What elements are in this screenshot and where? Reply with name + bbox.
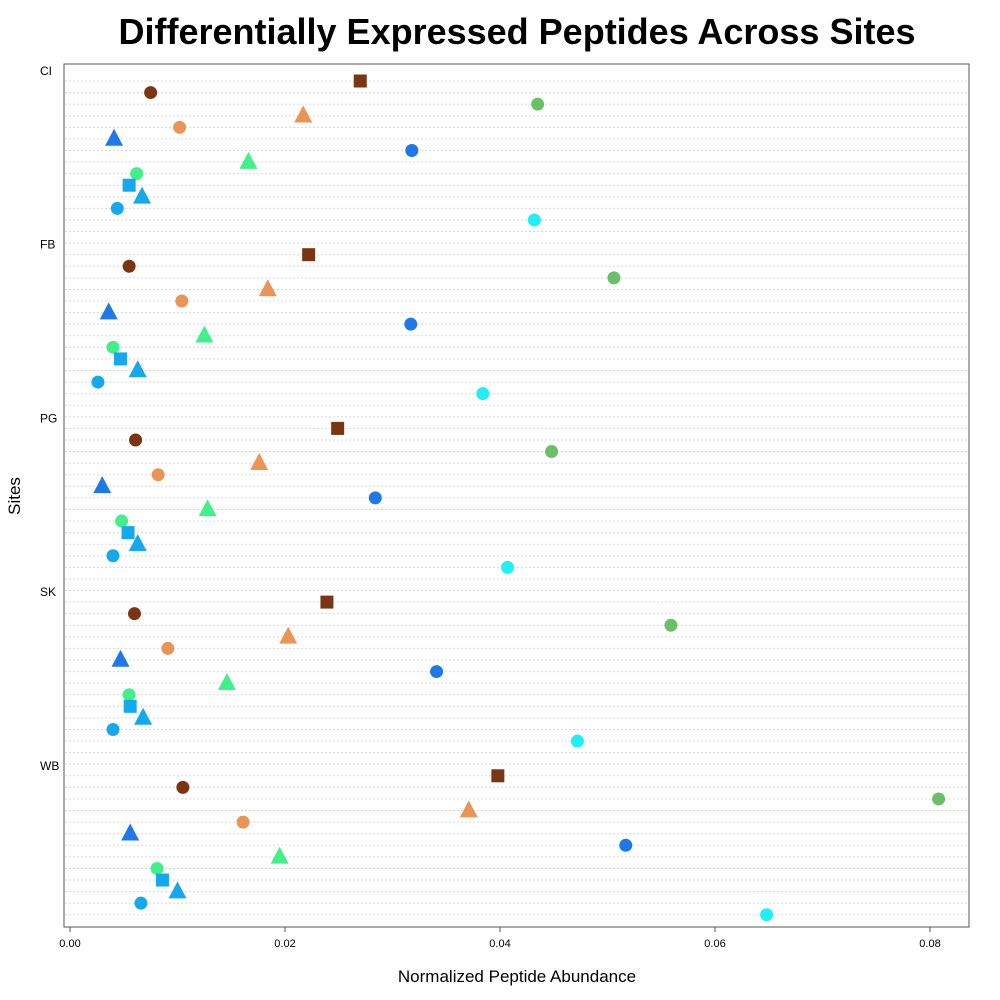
point-sk-9 [123,699,137,713]
site-labels: CI FB PG SK WB [40,64,59,773]
point-sk-2 [664,618,678,632]
point-pg-11 [106,549,120,563]
point-ci-2 [531,97,545,111]
point-fb-3 [258,279,277,297]
x-tick-label: 0.00 [59,938,80,950]
point-sk-7 [217,672,236,690]
x-tick-label: 0.08 [919,938,940,950]
point-ci-9 [122,178,136,192]
point-pg-5 [93,476,112,494]
grid-lines [65,80,968,916]
point-pg-0 [331,421,345,435]
point-ci-8 [130,167,144,181]
point-wb-0 [491,769,505,783]
point-pg-2 [545,445,559,459]
point-pg-6 [368,491,382,505]
point-sk-6 [430,665,444,679]
point-fb-7 [195,325,214,343]
point-wb-3 [459,800,478,818]
point-fb-10 [128,360,147,378]
point-fb-9 [114,352,128,366]
chart-title: Differentially Expressed Peptides Across… [119,11,916,52]
site-label-pg: PG [40,411,57,425]
point-pg-10 [128,534,147,551]
point-ci-0 [353,74,367,88]
point-sk-5 [111,649,130,667]
point-sk-8 [122,688,136,702]
point-sk-3 [279,626,298,644]
x-tick-label: 0.02 [274,938,295,950]
point-wb-6 [619,838,633,852]
point-ci-5 [105,128,124,146]
point-wb-5 [121,823,140,841]
point-sk-11 [106,722,120,736]
point-fb-8 [106,340,120,354]
point-fb-12 [476,387,490,401]
point-wb-7 [270,846,289,864]
point-sk-10 [134,707,153,725]
x-axis-ticks: 0.00 0.02 0.04 0.06 0.08 [59,927,941,950]
point-ci-12 [527,213,541,227]
point-wb-2 [932,792,946,806]
site-label-ci: CI [40,64,52,78]
point-wb-11 [134,896,148,910]
point-pg-8 [115,514,129,528]
point-pg-7 [198,499,217,517]
point-wb-9 [155,873,169,887]
x-tick-label: 0.06 [704,938,725,950]
point-sk-0 [320,595,334,609]
point-ci-4 [173,120,187,134]
point-pg-12 [501,560,515,574]
data-points [91,74,946,922]
site-label-wb: WB [40,759,59,773]
point-sk-12 [570,734,584,748]
point-pg-1 [129,433,143,447]
x-axis-label: Normalized Peptide Abundance [398,967,636,986]
point-fb-6 [404,317,418,331]
point-wb-8 [150,861,164,875]
point-wb-10 [168,881,187,899]
plot-frame [63,63,970,928]
x-tick-label: 0.04 [489,938,510,950]
point-ci-1 [144,86,158,100]
point-wb-12 [760,908,774,922]
point-wb-1 [176,780,190,794]
point-pg-3 [250,452,269,470]
point-fb-1 [122,259,136,273]
point-fb-11 [91,375,105,389]
point-wb-4 [236,815,250,829]
point-ci-11 [110,201,124,215]
point-fb-2 [607,271,621,285]
point-ci-7 [239,151,258,169]
point-pg-4 [151,468,165,482]
point-fb-5 [99,302,118,320]
point-pg-9 [121,526,135,540]
y-axis-label: Sites [5,477,24,515]
point-ci-6 [405,143,419,157]
point-ci-3 [294,105,313,123]
point-sk-1 [128,607,141,621]
point-fb-0 [302,248,316,262]
point-sk-4 [161,641,175,655]
point-ci-10 [133,186,152,204]
site-label-sk: SK [40,585,56,599]
point-fb-4 [175,294,189,308]
site-label-fb: FB [40,238,55,252]
